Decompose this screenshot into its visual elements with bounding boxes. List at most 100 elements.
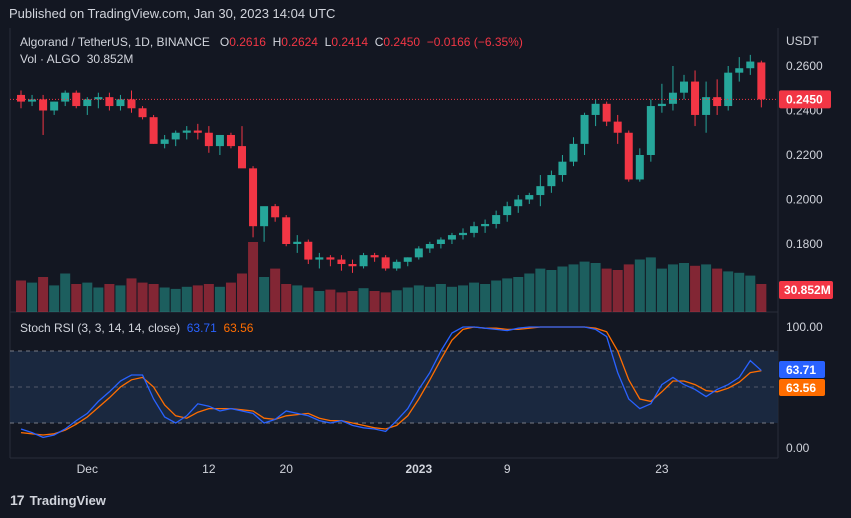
candle-body [691, 81, 700, 115]
last-price-badge-text: 0.2450 [786, 92, 823, 106]
price-tick: 0.2000 [786, 193, 823, 207]
volume-bar [524, 273, 535, 312]
candle-body [116, 99, 125, 107]
volume-value: 30.852M [86, 52, 134, 66]
tradingview-brand: TradingView [29, 492, 106, 508]
candle-body [249, 168, 258, 227]
candle-body [613, 121, 622, 133]
volume-bar [314, 291, 325, 312]
high-label: H [272, 35, 282, 49]
stoch-rsi-lines [20, 326, 762, 439]
tradingview-logo[interactable]: 17 TradingView [10, 492, 106, 508]
volume-bar [568, 264, 579, 312]
volume-bar [115, 285, 126, 312]
candle-body [558, 161, 567, 176]
volume-bar [237, 273, 247, 312]
volume-bar [701, 264, 712, 312]
candle-body [646, 106, 655, 155]
candle-body [481, 223, 490, 227]
volume-bar [734, 272, 745, 312]
candle-body [304, 241, 313, 260]
volume-bar [469, 282, 480, 312]
volume-bar [126, 278, 137, 312]
volume-bar [723, 271, 734, 312]
volume-bar [491, 280, 502, 312]
volume-bar [170, 288, 181, 312]
low-value: 0.2414 [331, 35, 369, 49]
rsi-tick-0: 0.00 [786, 441, 810, 455]
candle-body [470, 226, 479, 233]
candle-body [746, 61, 755, 69]
top-bar: Published on TradingView.com, Jan 30, 20… [0, 0, 851, 28]
candle-body [536, 186, 545, 196]
price-tick: 0.1800 [786, 237, 823, 251]
candle-body [204, 132, 213, 147]
candle-body [17, 94, 25, 102]
volume-legend: Vol · ALGO 30.852M [20, 52, 133, 66]
stoch-rsi-k-line [20, 326, 762, 439]
candle-body [514, 199, 523, 207]
candle-body [127, 99, 136, 109]
volume-label[interactable]: Vol · ALGO [20, 52, 81, 66]
time-label-20: 20 [280, 462, 294, 476]
volume-bar [27, 282, 38, 312]
volume-bar [104, 284, 115, 312]
volume-bar [137, 282, 148, 312]
candle-body [171, 132, 180, 140]
volume-bar [756, 284, 767, 312]
volume-bar [148, 284, 159, 312]
volume-bar [358, 288, 369, 312]
candlesticks [17, 54, 766, 273]
candle-body [392, 261, 401, 269]
candle-body [337, 259, 346, 265]
candle-body [635, 155, 644, 180]
close-label: C [374, 35, 384, 49]
volume-bar [535, 268, 546, 312]
tradingview-logo-icon: 17 [10, 492, 25, 508]
volume-badge-text: 30.852M [784, 283, 831, 297]
volume-bar [590, 263, 601, 312]
candle-body [182, 130, 191, 133]
candle-body [94, 97, 103, 100]
volume-bar [413, 285, 424, 312]
candle-body [215, 134, 224, 147]
last-price-badge [779, 90, 831, 109]
candle-body [547, 175, 556, 187]
candle-body [293, 241, 302, 244]
volume-bar [248, 242, 259, 312]
rsi-k-badge [779, 361, 825, 378]
symbol-name[interactable]: Algorand / TetherUS, 1D, BINANCE [20, 35, 210, 49]
stoch-rsi-label[interactable]: Stoch RSI (3, 3, 14, 14, close) [20, 321, 181, 335]
volume-bar [458, 285, 468, 312]
high-value: 0.2624 [281, 35, 318, 49]
candle-body [713, 97, 722, 107]
volume-bar [49, 285, 60, 312]
volume-bar [446, 286, 457, 312]
time-label-23: 23 [655, 462, 669, 476]
candle-body [503, 206, 512, 216]
candle-body [370, 255, 379, 258]
candle-body [138, 108, 147, 118]
volume-bar [480, 284, 491, 312]
volume-bar [181, 286, 192, 312]
candle-body [525, 195, 534, 200]
volume-bar [60, 273, 71, 312]
candle-body [271, 206, 280, 218]
candle-body [757, 62, 766, 100]
volume-bar [557, 266, 568, 312]
candle-body [359, 255, 368, 267]
candle-body [580, 114, 589, 144]
currency-label: USDT [786, 34, 819, 48]
volume-bar [623, 264, 634, 312]
candle-body [282, 217, 291, 244]
candle-body [569, 143, 578, 162]
volume-bar [645, 257, 656, 312]
candle-body [602, 103, 611, 122]
candle-body [61, 92, 70, 102]
volume-bar [745, 275, 756, 312]
time-axis: Dec 12 20 2023 9 23 [77, 462, 669, 476]
rsi-d-badge-text: 63.56 [786, 381, 816, 395]
candle-body [381, 257, 390, 269]
